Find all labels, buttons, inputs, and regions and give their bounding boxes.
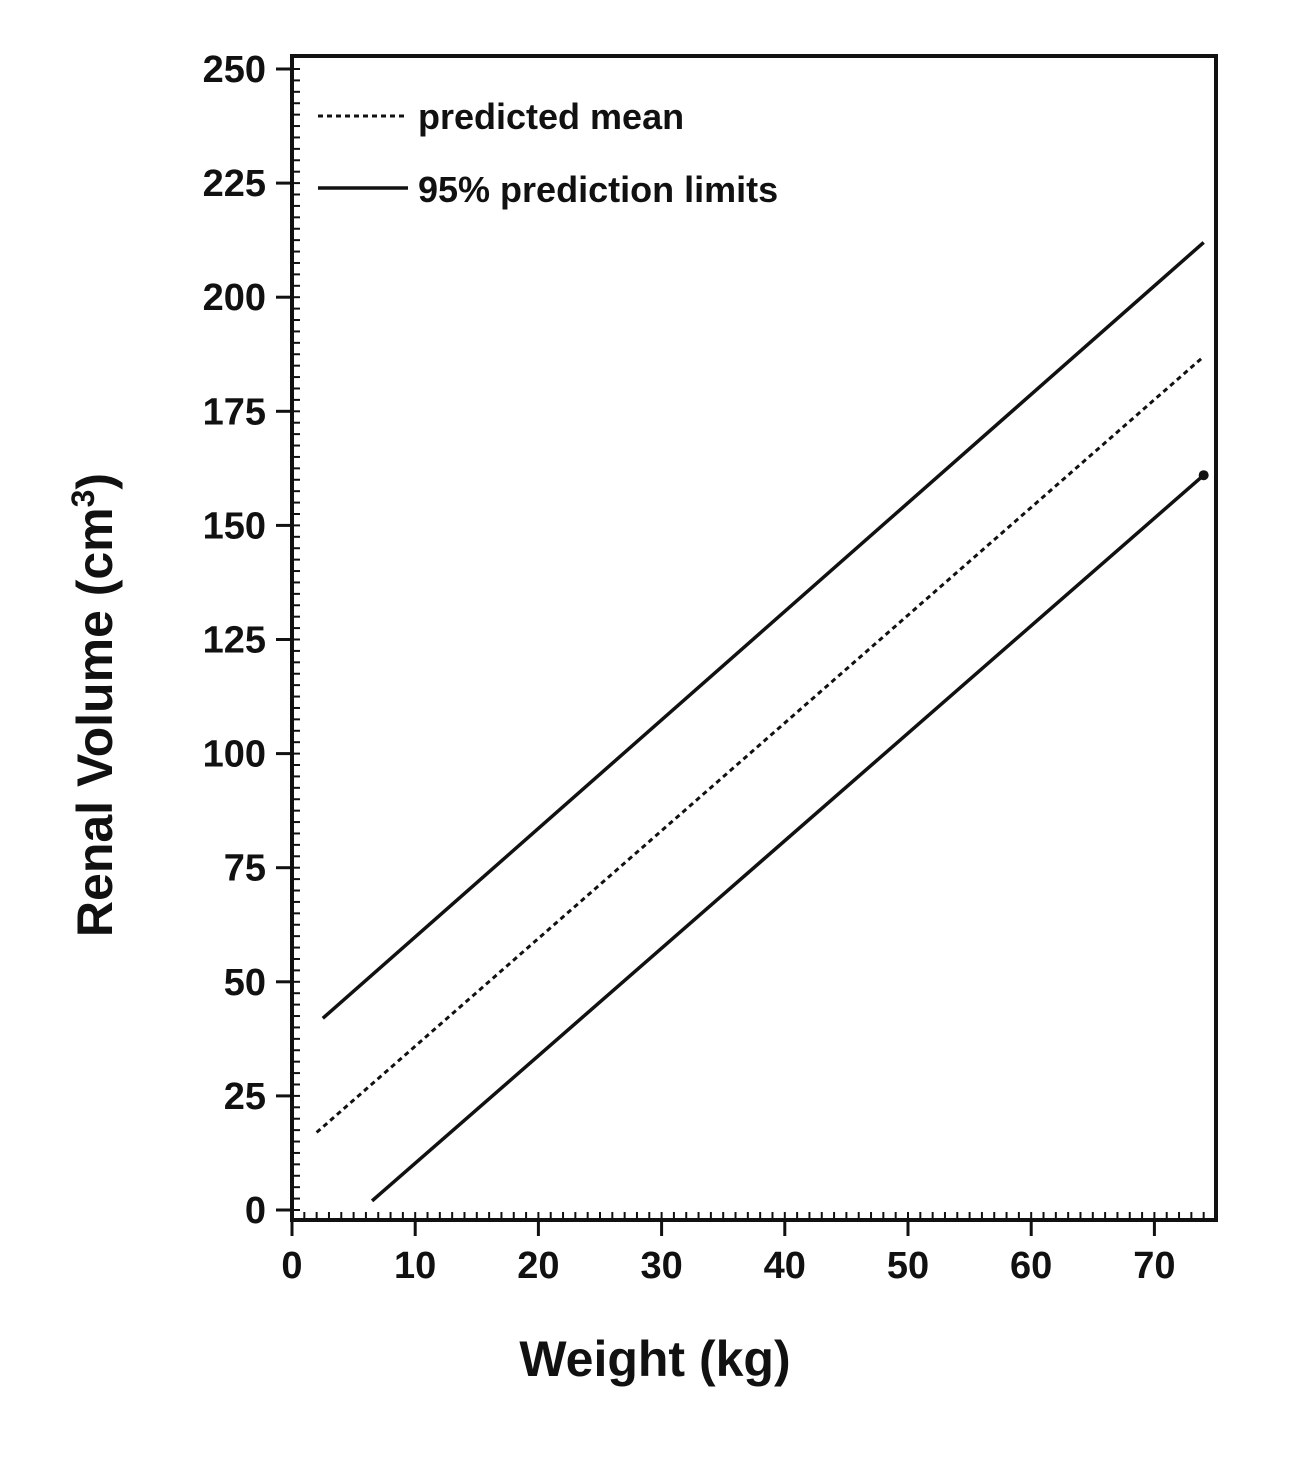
series-lower-prediction-limit <box>370 473 1205 1203</box>
x-tick-label: 60 <box>1010 1245 1052 1287</box>
y-tick-label: 150 <box>203 505 266 547</box>
y-tick-label: 50 <box>224 962 266 1004</box>
series-upper-prediction-limit <box>321 241 1205 1020</box>
y-tick-label: 25 <box>224 1076 266 1118</box>
x-tick-label: 30 <box>640 1245 682 1287</box>
x-axis-title: Weight (kg) <box>519 1331 790 1387</box>
x-tick-label: 10 <box>394 1245 436 1287</box>
x-tick-label: 70 <box>1133 1245 1175 1287</box>
major-ticks <box>276 67 1156 1236</box>
x-tick-label: 0 <box>281 1245 302 1287</box>
y-axis-title-base: Renal Volume (cm <box>67 507 123 937</box>
tick-labels: 0 10 20 30 40 50 60 70 0 25 50 75 100 125 150 175 200 225… <box>203 49 1176 1287</box>
y-tick-label: 200 <box>203 277 266 319</box>
y-tick-label: 100 <box>203 734 266 776</box>
legend-label-predicted-mean: predicted mean <box>418 96 684 137</box>
x-tick-label: 20 <box>517 1245 559 1287</box>
y-tick-label: 125 <box>203 620 266 662</box>
legend: predicted mean 95% prediction limits <box>318 96 778 210</box>
x-tick-label: 50 <box>887 1245 929 1287</box>
y-axis-title-superscript: 3 <box>65 490 101 508</box>
x-tick-label: 40 <box>764 1245 806 1287</box>
y-tick-label: 175 <box>203 391 266 433</box>
y-tick-label: 75 <box>224 848 266 890</box>
y-tick-label: 250 <box>203 49 266 91</box>
y-tick-label: 225 <box>203 163 266 205</box>
legend-label-prediction-limits: 95% prediction limits <box>418 169 778 210</box>
y-axis-title: Renal Volume (cm3) <box>65 473 123 937</box>
y-tick-label: 0 <box>245 1190 266 1232</box>
lower-limit-end-point <box>1198 470 1209 481</box>
series-layer <box>315 241 1209 1203</box>
minor-ticks <box>291 68 1217 1220</box>
series-predicted-mean <box>315 355 1205 1134</box>
y-axis-title-close: ) <box>67 473 123 490</box>
